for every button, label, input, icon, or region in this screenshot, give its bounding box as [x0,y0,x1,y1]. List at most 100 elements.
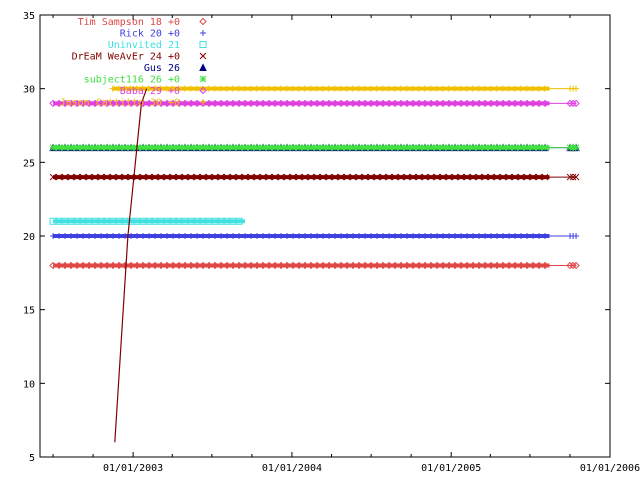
series-point [127,144,135,151]
series-point [391,173,399,181]
series-point [337,99,345,108]
series-point [349,261,357,270]
series-point [433,99,441,108]
series-point [397,144,405,151]
series-point [416,233,423,239]
series-point [445,144,453,151]
series-point [235,85,242,92]
y-tick-label: 35 [23,11,35,22]
series-point [469,85,476,92]
series-point [463,85,470,92]
series-point [50,233,57,239]
series-point [163,85,170,92]
series-point [289,144,297,151]
legend-marker [199,41,207,48]
series-point [499,144,507,151]
series-point [109,173,117,181]
series-point [61,261,69,270]
series-point [181,261,189,270]
series-point [145,144,153,151]
series-point [158,233,165,239]
series-point [512,233,519,239]
series-point [457,144,465,151]
series-point [49,261,57,270]
series-point [97,261,105,270]
series-point [487,261,495,270]
series-point [573,233,580,239]
series-point [572,144,580,151]
series-point [205,261,213,270]
series-point [373,99,381,108]
series-point [253,261,261,270]
series-point [151,261,159,270]
series-point [415,85,422,92]
series-point [62,233,69,239]
series-point [55,173,63,181]
rising-line-0 [114,88,148,443]
series-point [368,233,375,239]
series-point [361,85,368,92]
series-point [404,233,411,239]
x-tick-label: 01/01/2006 [580,463,640,474]
series-point [451,261,459,270]
series-point [91,144,99,151]
series-point [247,261,255,270]
series-point [277,99,285,108]
series-point [487,99,495,108]
series-point [289,261,297,270]
series-point [452,233,459,239]
series-point [500,233,507,239]
series-point [301,85,308,92]
series-point [67,144,75,151]
series-point [350,233,357,239]
series-point [235,144,243,151]
series-point [569,144,577,151]
series-point [116,233,123,239]
series-point [355,99,363,108]
series-point [457,99,465,108]
series-point [349,99,357,108]
legend-label: Jason Cattitto 30 +0 [60,98,180,109]
series-point [481,144,489,151]
series-point [338,233,345,239]
series-point [517,144,525,151]
series-point [331,85,338,92]
series-point [313,99,321,108]
series-point [103,261,111,270]
x-tick-label: 01/01/2004 [262,463,322,474]
series-point [469,99,477,108]
series-point [127,261,135,270]
legend-marker [199,86,207,95]
series-point [494,233,501,239]
series-point [290,233,297,239]
series-point [337,144,345,151]
series-point [331,261,339,270]
series-point [566,99,574,108]
series-5 [49,144,580,151]
series-point [325,99,333,108]
series-point [259,173,267,181]
series-point [265,85,272,92]
series-point [253,99,261,108]
series-point [331,144,339,151]
legend-marker [200,99,206,105]
series-point [313,261,321,270]
series-point [542,233,549,239]
series-point [145,99,153,108]
series-point [74,233,81,239]
series-point [566,261,574,270]
series-point [181,144,189,151]
series-point [109,144,117,151]
series-point [151,144,159,151]
series-point [248,233,255,239]
series-point [445,261,453,270]
series-point [265,261,273,270]
series-point [301,173,309,181]
series-point [115,173,123,181]
series-point [308,233,315,239]
series-point [157,144,165,151]
series-point [535,173,543,181]
series-point [49,173,57,181]
series-point [241,99,249,108]
series-point [331,173,339,181]
